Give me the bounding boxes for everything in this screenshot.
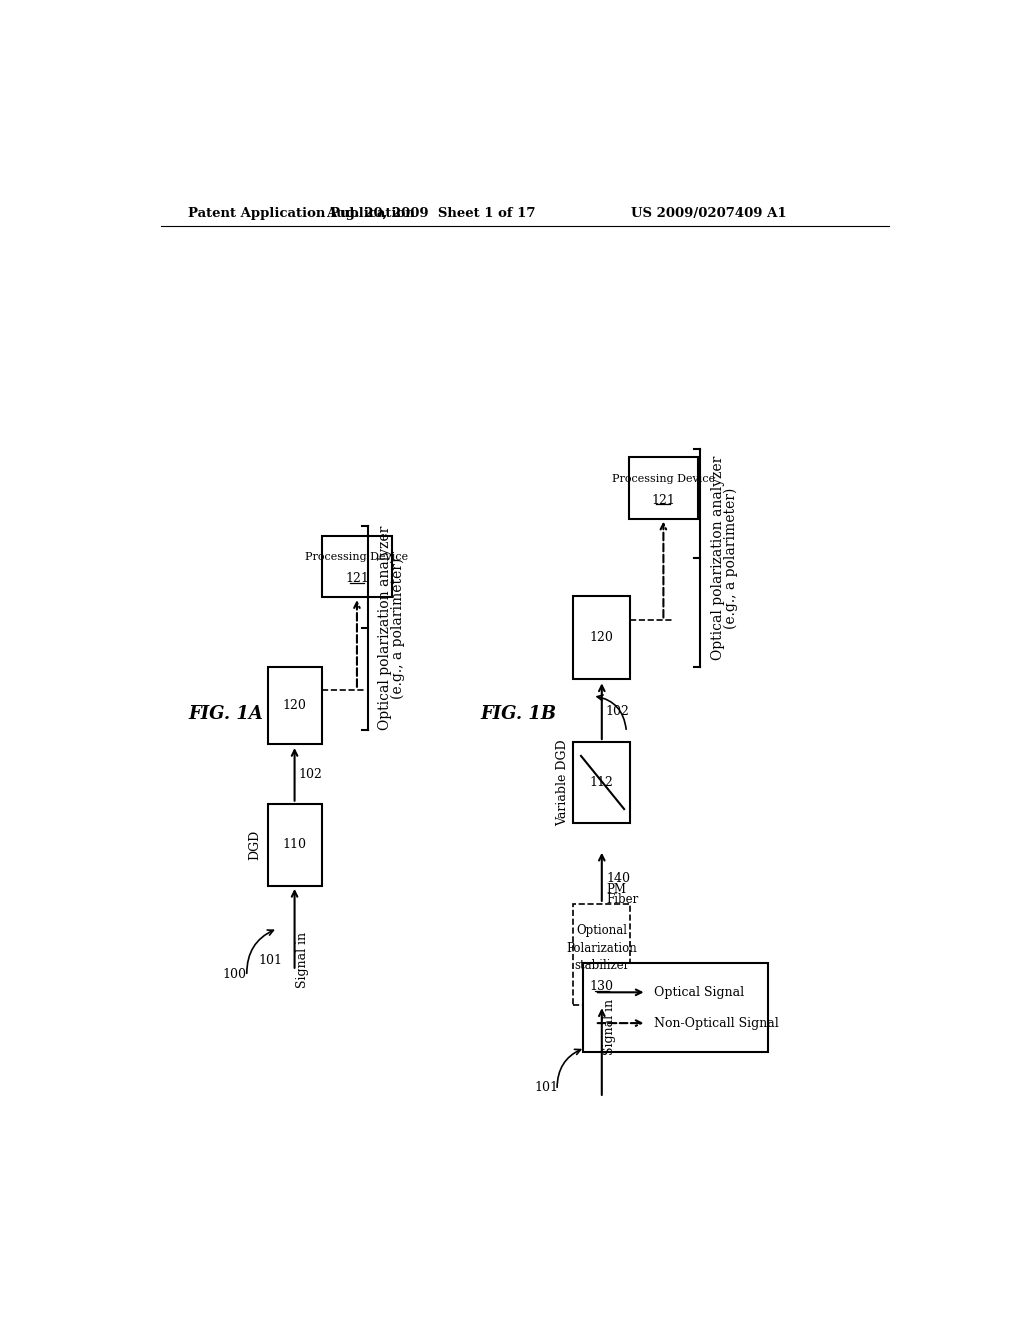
- FancyBboxPatch shape: [629, 457, 698, 519]
- Text: Variable DGD: Variable DGD: [556, 739, 569, 826]
- Text: 120: 120: [590, 631, 613, 644]
- FancyBboxPatch shape: [267, 667, 322, 743]
- FancyBboxPatch shape: [323, 536, 391, 598]
- Text: DGD: DGD: [249, 830, 261, 861]
- Text: 101: 101: [535, 1081, 558, 1093]
- Text: FIG. 1B: FIG. 1B: [481, 705, 557, 723]
- Text: Optical polarization analyzer: Optical polarization analyzer: [711, 455, 725, 660]
- Text: Non-Opticall Signal: Non-Opticall Signal: [654, 1016, 779, 1030]
- FancyBboxPatch shape: [573, 742, 631, 822]
- Text: Processing Device: Processing Device: [611, 474, 715, 483]
- Text: FIG. 1A: FIG. 1A: [188, 705, 263, 723]
- Text: 101: 101: [258, 954, 283, 968]
- Text: US 2009/0207409 A1: US 2009/0207409 A1: [631, 207, 786, 220]
- Text: Processing Device: Processing Device: [305, 552, 409, 562]
- Text: 140: 140: [606, 871, 631, 884]
- Text: 121: 121: [345, 573, 369, 585]
- Text: Aug. 20, 2009  Sheet 1 of 17: Aug. 20, 2009 Sheet 1 of 17: [326, 207, 536, 220]
- Text: 121: 121: [651, 494, 676, 507]
- Text: 102: 102: [298, 768, 323, 781]
- Text: 100: 100: [222, 968, 247, 981]
- Text: (e.g., a polarimeter): (e.g., a polarimeter): [391, 557, 406, 698]
- Text: 130: 130: [590, 981, 613, 994]
- Text: Optional: Optional: [577, 924, 628, 937]
- FancyBboxPatch shape: [573, 904, 631, 1006]
- Text: Signal in: Signal in: [296, 932, 309, 989]
- Text: Polarization: Polarization: [566, 942, 637, 954]
- Text: stabilizer: stabilizer: [574, 958, 630, 972]
- Text: Signal in: Signal in: [603, 999, 616, 1056]
- Text: Patent Application Publication: Patent Application Publication: [188, 207, 415, 220]
- Text: Optical polarization analyzer: Optical polarization analyzer: [379, 525, 392, 730]
- Text: 120: 120: [283, 698, 306, 711]
- Text: (e.g., a polarimeter): (e.g., a polarimeter): [724, 487, 738, 628]
- FancyBboxPatch shape: [584, 964, 768, 1052]
- Text: PM: PM: [606, 883, 627, 896]
- Text: 112: 112: [590, 776, 613, 789]
- Text: 110: 110: [283, 838, 306, 851]
- FancyBboxPatch shape: [573, 595, 631, 678]
- Text: 102: 102: [605, 705, 630, 718]
- FancyBboxPatch shape: [267, 804, 322, 886]
- Text: Optical Signal: Optical Signal: [654, 986, 744, 999]
- Text: Fiber: Fiber: [606, 894, 639, 907]
